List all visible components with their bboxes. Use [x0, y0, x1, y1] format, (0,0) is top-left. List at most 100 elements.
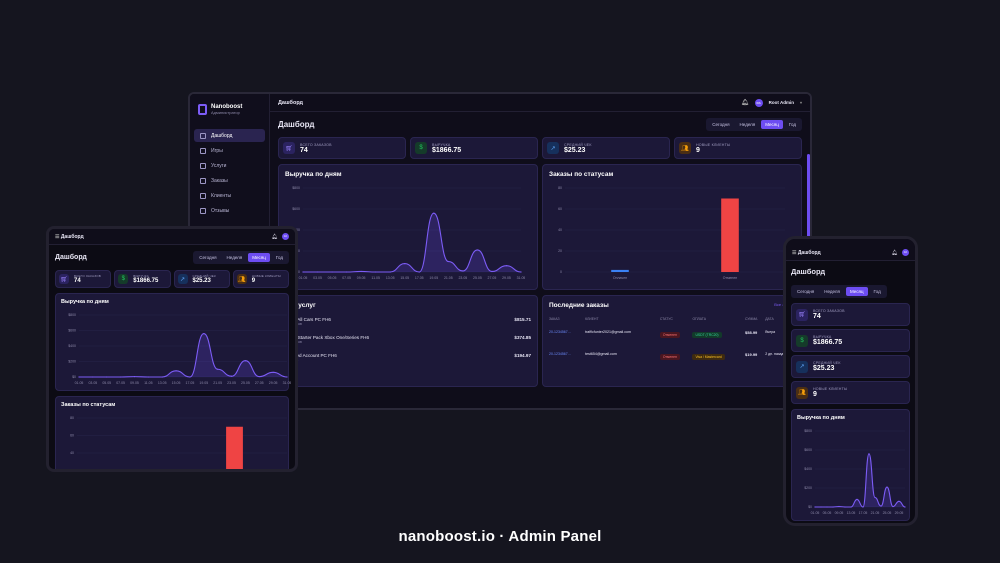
revenue-point[interactable] [92, 376, 94, 378]
revenue-point[interactable] [476, 249, 478, 251]
revenue-point[interactable] [904, 506, 906, 508]
period-month[interactable]: Месяц [761, 120, 783, 129]
avatar[interactable]: RA [282, 233, 289, 240]
revenue-point[interactable] [862, 506, 864, 508]
revenue-point[interactable] [360, 270, 362, 273]
revenue-point[interactable] [520, 271, 522, 273]
stat-value: $25.23 [192, 278, 211, 284]
revenue-point[interactable] [331, 271, 333, 273]
sidebar-item-games[interactable]: Игры [194, 144, 265, 157]
period-year[interactable]: Год [275, 255, 283, 260]
revenue-point[interactable] [447, 260, 449, 263]
period-month[interactable]: Месяц [248, 253, 270, 262]
x-tick-label: 03.05 [88, 381, 97, 385]
revenue-point[interactable] [404, 263, 406, 265]
revenue-point[interactable] [203, 333, 205, 335]
revenue-point[interactable] [832, 506, 834, 508]
revenue-point[interactable] [161, 376, 163, 378]
status-bar[interactable] [611, 269, 629, 272]
revenue-point[interactable] [106, 376, 108, 378]
revenue-point[interactable] [217, 368, 219, 370]
bell-icon[interactable]: 🔔︎ [741, 100, 749, 106]
period-today[interactable]: Сегодня [797, 289, 815, 294]
service-name: 500M Starter Pack Xbox One/Series FH6 [285, 335, 369, 340]
sidebar-item-services[interactable]: Услуги [194, 159, 265, 172]
order-id[interactable]: 20-1234567… [549, 352, 572, 356]
menu-icon[interactable]: ☰ [792, 249, 797, 256]
revenue-point[interactable] [505, 265, 508, 267]
avatar[interactable]: RA [754, 98, 763, 107]
revenue-point[interactable] [346, 271, 348, 273]
revenue-point[interactable] [120, 376, 122, 378]
revenue-point[interactable] [892, 505, 894, 508]
bell-icon[interactable]: 🔔︎ [891, 249, 898, 256]
revenue-point[interactable] [389, 271, 391, 273]
revenue-point[interactable] [175, 370, 177, 372]
revenue-line [303, 212, 522, 273]
revenue-point[interactable] [147, 376, 149, 378]
period-month[interactable]: Месяц [845, 287, 868, 296]
revenue-point[interactable] [258, 376, 260, 378]
sidebar-item-label: Клиенты [211, 192, 232, 199]
period-year[interactable]: Год [873, 289, 881, 294]
sidebar-item-orders[interactable]: Заказы [194, 174, 265, 187]
revenue-point[interactable] [375, 271, 377, 273]
revenue-point[interactable] [302, 271, 304, 273]
revenue-point[interactable] [272, 371, 274, 373]
status-bar[interactable] [226, 426, 243, 472]
revenue-point[interactable] [886, 486, 888, 488]
x-tick-label: 29.05 [269, 381, 278, 385]
user-name[interactable]: Root Admin [768, 100, 794, 105]
trend-icon: ↗ [177, 274, 188, 284]
revenue-point[interactable] [844, 506, 846, 508]
revenue-point[interactable] [820, 506, 822, 508]
revenue-point[interactable] [856, 498, 858, 500]
table-row[interactable]: 20-1234567… test654@gmail.com Отменен Vi… [549, 343, 795, 365]
revenue-point[interactable] [826, 506, 828, 508]
period-today[interactable]: Сегодня [199, 255, 217, 260]
revenue-point[interactable] [838, 505, 840, 508]
period-week[interactable]: Неделя [824, 289, 840, 294]
stat-label: СРЕДНИЙ ЧЕК [192, 274, 216, 278]
menu-icon[interactable]: ☰ [55, 233, 60, 240]
revenue-point[interactable] [868, 453, 870, 455]
period-week[interactable]: Неделя [739, 122, 756, 127]
revenue-point[interactable] [880, 505, 882, 507]
order-id[interactable]: 20-1234567… [549, 330, 572, 334]
revenue-point[interactable] [189, 376, 191, 378]
status-bar[interactable] [721, 198, 739, 273]
revenue-point[interactable] [316, 271, 319, 273]
bell-icon[interactable]: 🔔︎ [271, 233, 278, 240]
revenue-point[interactable] [850, 506, 852, 508]
revenue-point[interactable] [418, 271, 420, 273]
revenue-point[interactable] [433, 212, 435, 214]
revenue-chart-card: Выручка по дням $800$600$400$200$001.050… [278, 164, 538, 290]
scrollbar[interactable] [807, 154, 810, 304]
list-item[interactable]: 500M Starter Pack Xbox One/Series FH615 … [285, 335, 531, 344]
avatar[interactable]: RA [902, 249, 909, 256]
list-item[interactable]: Open All Cars PC FH618 заказов $815.71 [285, 317, 531, 326]
period-year[interactable]: Год [788, 122, 796, 127]
period-today[interactable]: Сегодня [712, 122, 730, 127]
revenue-point[interactable] [491, 270, 493, 273]
revenue-point[interactable] [133, 376, 136, 378]
revenue-point[interactable] [898, 500, 900, 502]
sidebar-item-reviews[interactable]: Отзывы [194, 204, 265, 217]
chevron-down-icon[interactable]: ▾ [799, 100, 802, 105]
sidebar-item-dashboard[interactable]: Дашборд [194, 129, 265, 142]
trend-icon: ↗ [796, 360, 808, 373]
revenue-point[interactable] [814, 506, 816, 508]
revenue-point[interactable] [286, 376, 288, 378]
payment-badge: USDT (TRC20) [692, 332, 722, 338]
revenue-point[interactable] [230, 375, 233, 377]
period-week[interactable]: Неделя [226, 255, 243, 260]
revenue-point[interactable] [78, 376, 80, 378]
stat-label: СРЕДНИЙ ЧЕК [564, 142, 592, 147]
stat-value: 74 [813, 313, 821, 320]
revenue-point[interactable] [874, 496, 876, 499]
sidebar-item-clients[interactable]: Клиенты [194, 189, 265, 202]
revenue-point[interactable] [462, 270, 464, 272]
revenue-point[interactable] [244, 360, 246, 362]
table-row[interactable]: 20-1234567… trafficfunter2021@gmail.com … [549, 321, 795, 343]
list-item[interactable]: Modded Account PC FH62 заказа $194.97 [285, 353, 531, 362]
